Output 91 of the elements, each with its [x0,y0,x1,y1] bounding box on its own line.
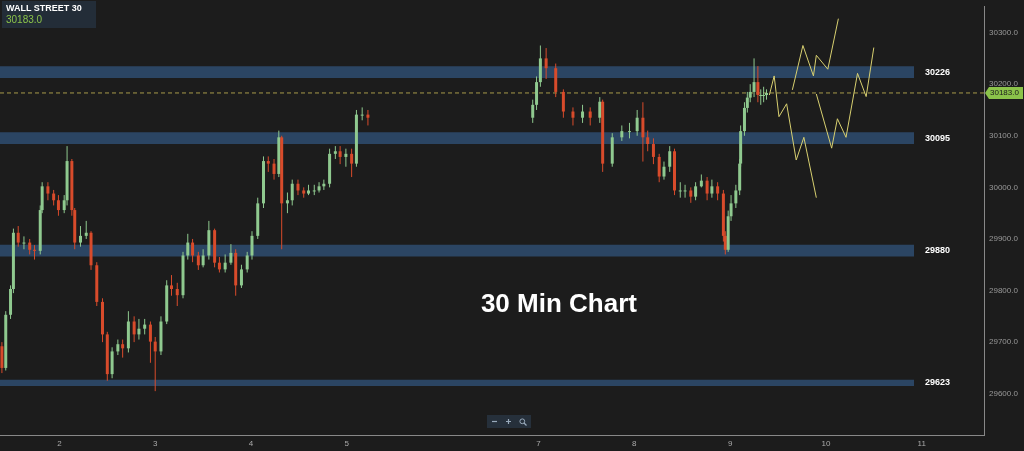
candlestick [338,145,342,165]
candlestick [646,130,650,152]
candlestick [110,346,114,379]
candlestick [84,220,88,240]
candlestick [0,341,4,374]
candlestick [360,106,364,121]
candlestick [734,184,738,209]
y-tick-label: 30100.0 [989,130,1019,140]
candlestick [296,179,300,196]
candlestick [627,122,631,139]
candlestick [538,44,542,88]
candlestick [312,184,316,196]
y-tick-label: 29800.0 [989,285,1019,295]
candlestick [762,86,766,103]
candlestick [148,321,152,364]
y-tick-label: 29700.0 [989,337,1019,347]
x-tick-label: 3 [152,439,158,448]
candlestick [175,282,179,307]
candlestick [170,274,174,297]
candlestick [56,194,60,217]
candlestick [716,181,720,201]
y-tick-label: 30200.0 [989,79,1019,89]
candlestick [272,158,276,181]
candlestick [223,253,227,273]
candlestick [121,339,125,359]
candlestick [290,179,294,206]
candlestick [705,176,709,201]
candlestick [250,230,254,261]
x-tick-label: 11 [917,439,927,448]
y-tick-label: 30000.0 [989,182,1019,192]
candlestick [694,181,698,201]
x-tick-label: 9 [727,439,733,448]
x-tick-label: 7 [536,439,542,448]
candlestick [662,161,666,181]
text: 30183.0 [6,14,44,25]
y-tick-label: 29600.0 [989,388,1019,398]
candlestick [759,88,763,106]
y-tick-label: 29900.0 [989,234,1019,244]
candlestick [196,251,200,271]
candlestick [46,181,50,201]
candlestick [317,181,321,194]
band-label: 29623 [925,377,951,388]
x-tick-label: 2 [57,439,63,448]
candlestick [186,233,190,261]
candlestick [668,145,672,173]
candlestick [752,57,756,98]
candlestick [531,99,535,124]
candlestick [239,264,243,289]
candlestick [32,244,36,261]
candlestick [535,75,539,111]
candlestick [588,106,592,126]
band-label: 30095 [925,132,951,143]
candlestick [581,104,585,124]
candlestick [245,251,249,273]
candlestick [22,235,26,250]
candlestick [229,243,233,266]
candlestick [641,101,645,163]
x-tick-label: 5 [344,439,350,448]
x-tick-label: 4 [248,439,254,448]
candlestick [683,184,687,199]
candlestick [635,109,639,137]
candlestick [116,339,120,356]
chart-title: WALL STREET 30 [6,3,82,13]
candlestick [598,96,602,124]
candlestick [153,336,157,392]
candlestick [132,315,136,343]
candlestick [191,238,195,263]
x-tick-label: 10 [821,439,831,448]
candlestick [366,109,370,126]
ref-line-label: 30183.0 [990,88,1020,98]
candlestick [756,65,760,103]
candlestick [201,248,205,268]
candlestick [651,137,655,165]
annotation: 30 Min Chart [480,287,638,318]
band-label: 30226 [925,66,951,77]
y-tick-label: 30300.0 [989,27,1019,37]
candlestick [350,148,354,178]
candlestick [344,148,348,168]
band-label: 29880 [925,245,951,256]
candlestick [765,88,768,101]
candlestick [544,47,548,80]
x-tick-label: 8 [632,439,638,448]
candlestick [16,225,20,248]
candlestick [78,225,82,248]
candlestick [678,181,682,199]
candlestick [561,88,565,119]
candlestick [554,63,558,98]
candlestick [657,153,661,183]
candlestick [571,106,575,126]
candlestick [285,192,289,214]
candlestick [710,179,714,199]
